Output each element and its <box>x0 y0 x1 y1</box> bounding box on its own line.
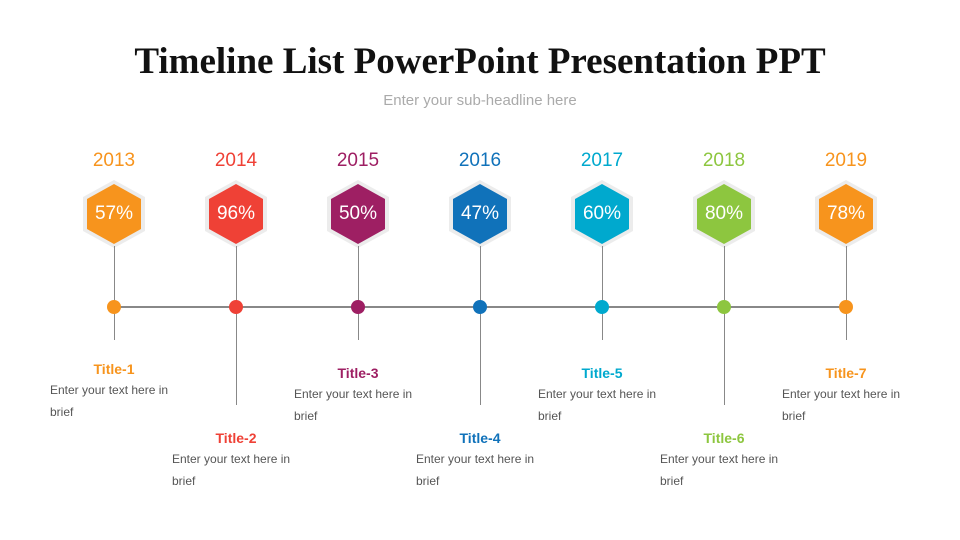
item-title: Title-2 <box>215 430 257 446</box>
item-title: Title-5 <box>581 365 623 381</box>
connector-line <box>601 246 603 340</box>
year-label: 2018 <box>702 150 746 171</box>
percent-hexagon: 57% <box>87 184 141 244</box>
percent-hexagon: 80% <box>697 184 751 244</box>
connector-line <box>235 246 237 405</box>
timeline-dot <box>717 300 731 314</box>
year-label: 2014 <box>214 150 258 171</box>
percent-hexagon: 47% <box>453 184 507 244</box>
item-title: Title-3 <box>337 365 379 381</box>
connector-line <box>479 246 481 405</box>
item-title: Title-1 <box>93 361 135 377</box>
timeline-dot <box>839 300 853 314</box>
item-description: Enter your text here in brief <box>294 387 413 423</box>
timeline-dot <box>107 300 121 314</box>
connector-line <box>113 246 115 340</box>
sub-headline: Enter your sub-headline here <box>383 92 577 109</box>
percent-hexagon: 96% <box>209 184 263 244</box>
percent-hexagon: 60% <box>575 184 629 244</box>
page-title: Timeline List PowerPoint Presentation PP… <box>134 41 826 82</box>
item-description: Enter your text here in brief <box>50 383 169 419</box>
connector-line <box>723 246 725 405</box>
percent-hexagon: 78% <box>819 184 873 244</box>
year-label: 2013 <box>92 150 136 171</box>
timeline-dot <box>351 300 365 314</box>
item-description: Enter your text here in brief <box>782 387 901 423</box>
connector-line <box>845 246 847 340</box>
year-label: 2017 <box>580 150 624 171</box>
item-title: Title-4 <box>459 430 501 446</box>
year-label: 2019 <box>824 150 868 171</box>
timeline-dot <box>229 300 243 314</box>
item-description: Enter your text here in brief <box>538 387 657 423</box>
item-description: Enter your text here in brief <box>416 452 535 488</box>
item-description: Enter your text here in brief <box>660 452 779 488</box>
year-label: 2015 <box>336 150 380 171</box>
year-label: 2016 <box>458 150 502 171</box>
timeline-dot <box>595 300 609 314</box>
item-title: Title-7 <box>825 365 867 381</box>
item-title: Title-6 <box>703 430 745 446</box>
item-description: Enter your text here in brief <box>172 452 291 488</box>
percent-hexagon: 50% <box>331 184 385 244</box>
connector-line <box>357 246 359 340</box>
timeline-dot <box>473 300 487 314</box>
